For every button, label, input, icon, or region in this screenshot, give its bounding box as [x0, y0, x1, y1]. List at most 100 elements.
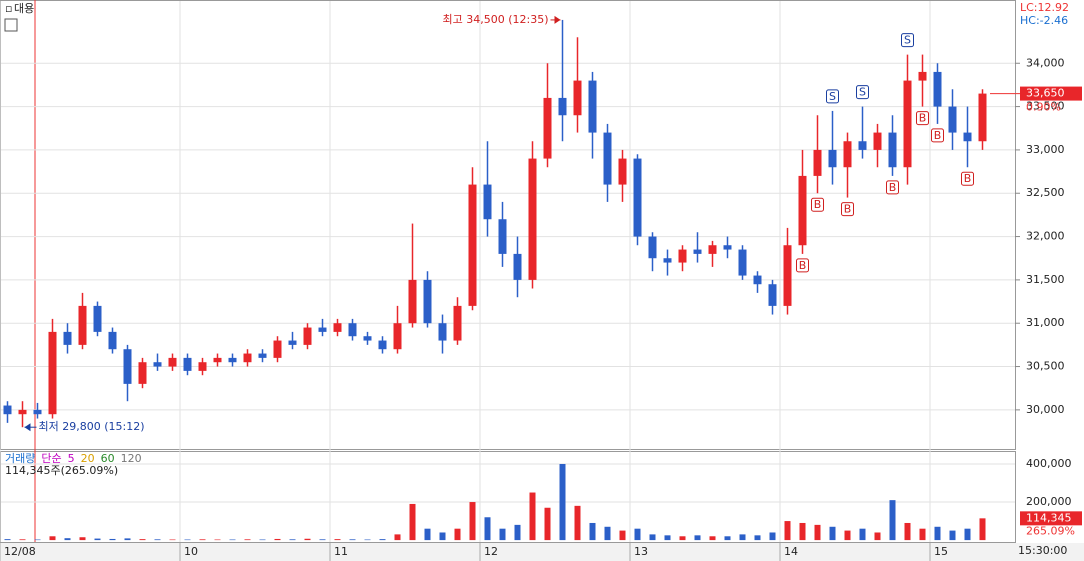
- candle-body: [408, 279, 417, 324]
- volume-bar: [64, 538, 71, 541]
- legend-label: 20: [81, 452, 95, 465]
- candle-body: [438, 323, 447, 341]
- signal-badge: [916, 111, 929, 126]
- volume-bar: [649, 534, 656, 541]
- last-price-box: [1020, 86, 1082, 101]
- signal-badge: [961, 171, 974, 186]
- candle-body: [168, 357, 177, 367]
- candle-body: [78, 305, 87, 345]
- y-tick-label: 33,000: [1026, 143, 1065, 156]
- volume-bar: [529, 492, 536, 541]
- legend-label: 단순: [41, 452, 61, 465]
- y-tick-label: 34,000: [1026, 56, 1065, 69]
- x-tick-label: 14: [784, 545, 798, 558]
- volume-bar: [574, 505, 581, 541]
- legend-label: 5: [68, 452, 75, 465]
- candle-body: [843, 141, 852, 168]
- volume-bar: [469, 502, 476, 541]
- volume-bar: [409, 503, 416, 541]
- volume-bar: [874, 532, 881, 541]
- volume-bar: [124, 538, 131, 541]
- volume-bar: [169, 539, 176, 541]
- volume-bar: [664, 535, 671, 541]
- volume-bar: [544, 507, 551, 541]
- volume-bar: [229, 539, 236, 541]
- volume-bar: [964, 528, 971, 541]
- signal-badge: [826, 89, 839, 104]
- volume-bar: [319, 539, 326, 541]
- volume-bar: [139, 539, 146, 541]
- volume-bar: [709, 536, 716, 541]
- volume-bar: [844, 530, 851, 541]
- candle-body: [888, 132, 897, 168]
- y-tick-label: 32,000: [1026, 230, 1065, 243]
- high-arrow-head: [554, 15, 561, 24]
- candle-body: [738, 249, 747, 276]
- volume-bar: [94, 538, 101, 541]
- volume-bar: [484, 517, 491, 541]
- candle-body: [213, 357, 222, 363]
- x-tick-label: 12/08: [4, 545, 36, 558]
- time-label: 15:30:00: [1018, 544, 1067, 557]
- volume-bar: [589, 522, 596, 541]
- candle-body: [903, 80, 912, 168]
- candle-body: [243, 353, 252, 363]
- change-label: 0.90%: [1026, 101, 1061, 114]
- volume-bar: [199, 539, 206, 541]
- candle-body: [108, 331, 117, 350]
- y-tick-label: 30,000: [1026, 403, 1065, 416]
- signal-badge: [811, 197, 824, 212]
- volume-bar: [499, 528, 506, 541]
- volume-bar: [919, 528, 926, 541]
- candle-body: [633, 158, 642, 237]
- volume-bar: [784, 521, 791, 541]
- candle-body: [873, 132, 882, 150]
- signal-label: S: [859, 86, 866, 99]
- volume-bar: [4, 539, 11, 541]
- volume-bar: [724, 536, 731, 541]
- time-axis: [0, 543, 1084, 561]
- volume-bar: [289, 539, 296, 541]
- volume-bar: [454, 528, 461, 541]
- signal-label: B: [889, 181, 897, 194]
- candle-body: [543, 97, 552, 159]
- volume-bar: [394, 534, 401, 541]
- candle-body: [483, 184, 492, 220]
- candle-body: [258, 353, 267, 358]
- volume-bar: [739, 534, 746, 541]
- candle-body: [783, 245, 792, 306]
- y-tick-label: 200,000: [1026, 495, 1072, 508]
- volume-bar: [769, 532, 776, 541]
- signal-label: B: [964, 172, 972, 185]
- candle-body: [618, 158, 627, 185]
- candle-body: [723, 245, 732, 250]
- toggle-icon[interactable]: [4, 18, 18, 32]
- volume-bar: [379, 539, 386, 541]
- candle-body: [183, 357, 192, 371]
- volume-bar: [604, 526, 611, 541]
- volume-bar: [364, 539, 371, 541]
- volume-bar: [679, 536, 686, 541]
- y-tick-label: 31,000: [1026, 316, 1065, 329]
- candle-body: [363, 336, 372, 341]
- y-tick-label: 32,500: [1026, 186, 1065, 199]
- volume-bar: [79, 537, 86, 541]
- candle-body: [33, 409, 42, 415]
- candle-body: [813, 149, 822, 176]
- volume-bar: [109, 538, 116, 541]
- signal-label: S: [904, 34, 911, 47]
- volume-bar: [859, 528, 866, 541]
- candle-body: [933, 71, 942, 107]
- signal-badge: [796, 258, 809, 273]
- signal-label: B: [844, 203, 852, 216]
- volume-bar: [214, 539, 221, 541]
- candle-body: [528, 158, 537, 280]
- candle-body: [198, 362, 207, 371]
- legend-label: 120: [121, 452, 142, 465]
- volume-bar: [799, 522, 806, 541]
- candle-body: [348, 323, 357, 337]
- volume-ratio-label: 265.09%: [1026, 524, 1075, 537]
- candle-body: [333, 323, 342, 332]
- y-tick-label: 30,500: [1026, 360, 1065, 373]
